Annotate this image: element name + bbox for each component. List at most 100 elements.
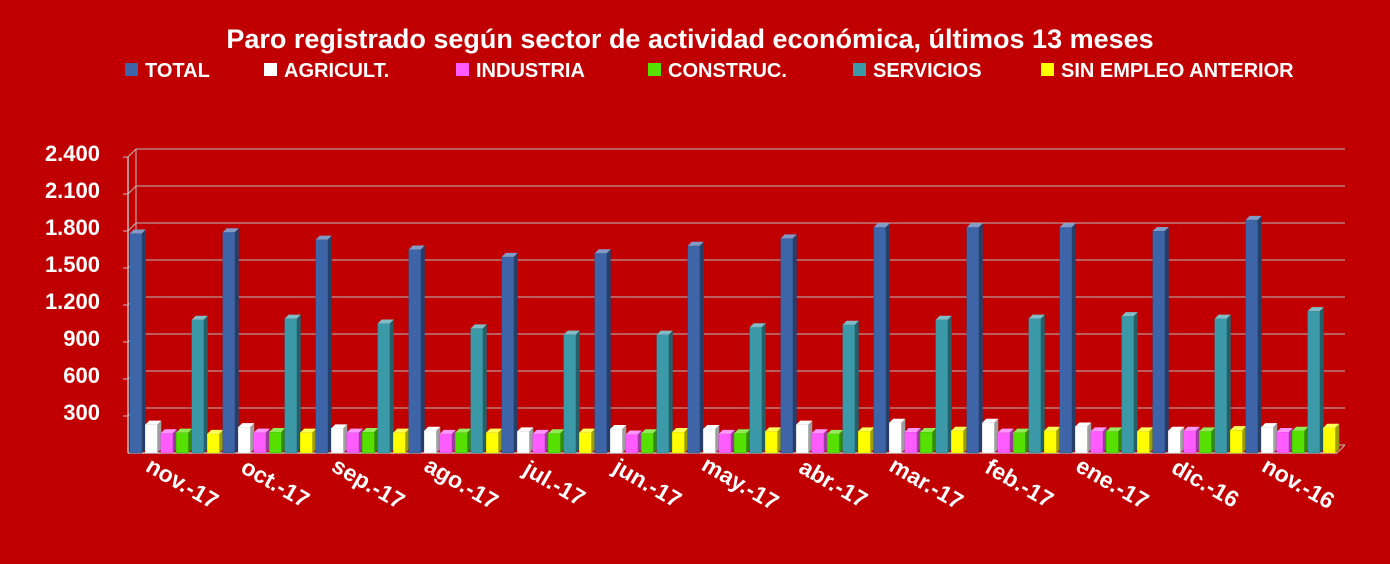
bar-group-3	[408, 245, 503, 454]
legend-label: SIN EMPLEO ANTERIOR	[1061, 60, 1294, 82]
bar	[408, 245, 425, 454]
bar	[935, 315, 952, 454]
bar-group-7	[780, 234, 875, 454]
y-tick-label: 1.200	[45, 289, 100, 314]
legend-swatch	[853, 63, 866, 76]
x-tick-label: nov.-17	[142, 452, 223, 514]
bar	[1199, 427, 1216, 454]
y-tick-label: 1.500	[45, 252, 100, 277]
gridline-side	[127, 148, 137, 158]
bar-group-10	[1059, 223, 1154, 454]
bar	[1059, 223, 1076, 454]
bar	[1261, 423, 1278, 454]
bar	[486, 428, 503, 454]
legend-swatch	[456, 63, 469, 76]
bar	[331, 424, 348, 454]
bar	[997, 428, 1014, 454]
bar	[1168, 426, 1185, 454]
bar	[889, 418, 906, 454]
bar	[160, 429, 177, 454]
y-tick-label: 2.100	[45, 178, 100, 203]
bar	[1292, 426, 1309, 454]
bar	[253, 428, 270, 454]
x-tick-label: oct.-17	[237, 453, 314, 513]
gridlines	[127, 148, 1345, 417]
bar-group-6	[687, 241, 782, 454]
bar	[1121, 312, 1138, 454]
bar	[873, 223, 890, 454]
bar-group-2	[315, 235, 410, 454]
legend-label: AGRICULT.	[284, 60, 389, 82]
bar	[315, 235, 332, 454]
legend-swatch	[125, 63, 138, 76]
bar	[734, 429, 751, 454]
bar	[222, 228, 239, 454]
legend-item-0: TOTAL	[125, 60, 210, 82]
bar	[207, 429, 224, 454]
y-tick-label: 2.400	[45, 141, 100, 166]
bar	[625, 430, 642, 454]
bar	[1230, 426, 1247, 454]
x-tick-label: nov.-16	[1258, 452, 1339, 514]
gridline-side	[127, 222, 137, 232]
floor-right-edge	[1336, 444, 1346, 454]
bar	[455, 428, 472, 454]
bar	[858, 427, 875, 454]
y-tick-label: 600	[63, 363, 100, 388]
legend-label: INDUSTRIA	[476, 60, 585, 82]
x-tick-label: feb.-17	[981, 453, 1058, 513]
legend-swatch	[648, 63, 661, 76]
bar	[842, 320, 859, 454]
legend-item-5: SIN EMPLEO ANTERIOR	[1041, 60, 1294, 82]
bar	[579, 428, 596, 454]
bar	[656, 330, 673, 454]
bar	[300, 428, 317, 454]
bar	[1044, 426, 1061, 454]
bar	[1323, 423, 1340, 454]
bar	[904, 428, 921, 454]
bar-group-8	[873, 223, 968, 454]
bar	[718, 429, 735, 454]
bar	[517, 427, 534, 454]
bar-group-4	[501, 252, 596, 454]
bar	[424, 426, 441, 454]
x-axis-ticks: nov.-17 oct.-17 sep.-17 ago.-17 jul.-17 jun.-…	[142, 451, 1339, 516]
x-tick-label: mar.-17	[885, 452, 968, 515]
bar	[393, 428, 410, 454]
y-tick-label: 1.800	[45, 215, 100, 240]
y-tick-label: 900	[63, 326, 100, 351]
bar	[1245, 215, 1262, 454]
bar-group-11	[1152, 227, 1247, 454]
bar	[470, 324, 487, 454]
bar	[191, 315, 208, 454]
bar	[284, 314, 301, 454]
bar	[1152, 227, 1169, 454]
bar	[982, 418, 999, 454]
bar-group-0	[129, 229, 224, 454]
bar	[951, 426, 968, 454]
x-tick-label: sep.-17	[328, 452, 410, 514]
bar	[672, 428, 689, 454]
bar	[145, 420, 162, 454]
bar	[610, 424, 627, 454]
bar	[796, 420, 813, 454]
x-tick-label: abr.-17	[795, 453, 872, 513]
bar-group-5	[594, 249, 689, 454]
bar	[269, 428, 286, 454]
bar	[238, 423, 255, 454]
bar	[532, 429, 549, 454]
bar	[439, 429, 456, 454]
bar	[1183, 426, 1200, 454]
bar-group-9	[966, 223, 1061, 454]
bar	[176, 428, 193, 454]
bar	[1075, 422, 1092, 454]
bar	[641, 429, 658, 454]
legend-item-4: SERVICIOS	[853, 60, 982, 82]
y-axis-ticks: 2.400 2.100 1.800 1.500 1.200 900 600 300	[45, 141, 128, 425]
bar	[362, 428, 379, 454]
bar	[377, 319, 394, 454]
x-tick-label: jun.-17	[608, 453, 686, 513]
bar	[563, 330, 580, 454]
